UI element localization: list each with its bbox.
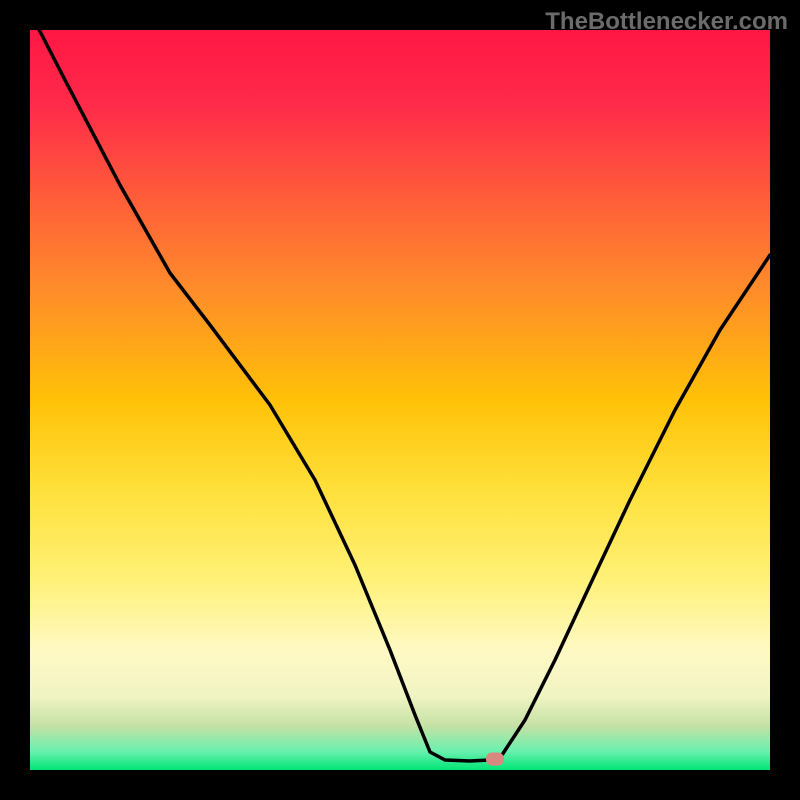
optimum-marker	[30, 30, 770, 770]
chart-container: TheBottlenecker.com	[0, 0, 800, 800]
watermark-text: TheBottlenecker.com	[545, 8, 788, 36]
plot-area	[30, 30, 770, 770]
